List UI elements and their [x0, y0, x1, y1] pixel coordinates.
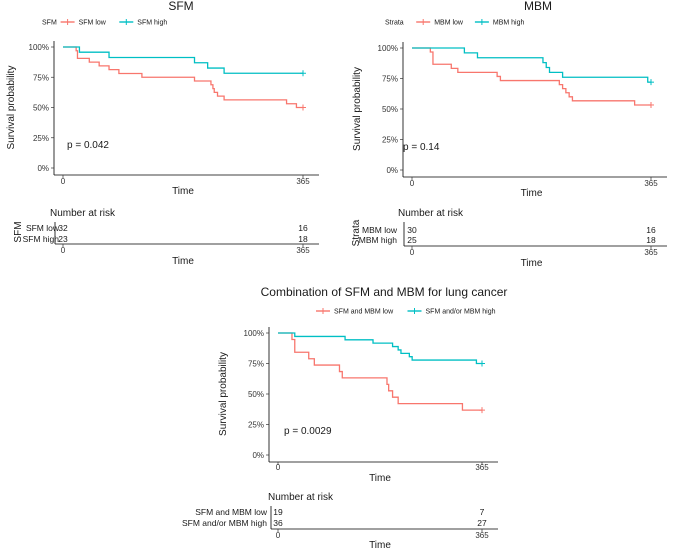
combo-risk-value-1-0: 36	[273, 518, 283, 528]
sfm-risk-value-0-0: 32	[58, 223, 68, 233]
sfm-title: SFM	[168, 0, 193, 13]
sfm-risk-x-label: Time	[172, 256, 194, 267]
mbm-risk-title: Number at risk	[398, 208, 464, 219]
combo-curve-1	[278, 332, 482, 365]
mbm-legend-label-1: MBM high	[493, 20, 525, 27]
combo-x-tick-label-1: 365	[475, 463, 489, 472]
combo-risk-row-label-0: SFM and MBM low	[195, 507, 268, 517]
mbm-curve-1	[412, 47, 651, 83]
sfm-legend-label-0: SFM low	[79, 20, 107, 27]
combo-x-tick-label-0: 0	[276, 463, 281, 472]
mbm-y-tick-label-2: 50%	[382, 105, 398, 114]
mbm-y-tick-label-4: 100%	[378, 44, 398, 53]
combo-y-tick-label-0: 0%	[252, 451, 264, 460]
mbm-risk-value-0-1: 16	[646, 225, 656, 235]
combo-y-axis-label: Survival probability	[218, 352, 229, 436]
mbm-y-axis-label: Survival probability	[352, 67, 363, 151]
mbm-risk-row-label-0: MBM low	[362, 225, 398, 235]
mbm-p-value: p = 0.14	[403, 142, 440, 153]
sfm-risk-strata-label: SFM	[13, 221, 24, 242]
sfm-risk-value-1-1: 18	[298, 234, 308, 244]
sfm-risk-x-tick-label-0: 0	[61, 246, 66, 255]
mbm-risk-value-0-0: 30	[407, 225, 417, 235]
sfm-risk-x-tick-label-1: 365	[296, 246, 310, 255]
mbm-legend-label-0: MBM low	[434, 20, 464, 27]
combo-risk-x-label: Time	[369, 540, 391, 550]
sfm-y-axis-label: Survival probability	[6, 66, 17, 150]
mbm-risk-row-label-1: MBM high	[359, 235, 398, 245]
mbm-y-tick-label-1: 25%	[382, 136, 398, 145]
combo-y-tick-label-2: 50%	[248, 390, 264, 399]
sfm-p-value: p = 0.042	[67, 140, 109, 151]
combo-legend-label-0: SFM and MBM low	[334, 309, 394, 316]
mbm-x-tick-label-1: 365	[644, 179, 658, 188]
sfm-risk-row-label-1: SFM high	[23, 234, 60, 244]
sfm-curve-1	[63, 46, 303, 74]
combo-risk-row-label-1: SFM and/or MBM high	[182, 518, 267, 528]
sfm-x-tick-label-1: 365	[296, 177, 310, 186]
mbm-risk-x-label: Time	[521, 258, 543, 269]
sfm-risk-value-0-1: 16	[298, 223, 308, 233]
sfm-legend-label-1: SFM high	[137, 20, 167, 27]
mbm-curve-0	[412, 47, 651, 106]
combo-risk-value-1-1: 27	[477, 518, 487, 528]
mbm-title: MBM	[524, 0, 552, 13]
mbm-legend-title: Strata	[385, 20, 404, 27]
mbm-risk-strata-label: Strata	[351, 219, 362, 246]
mbm-risk-value-1-1: 18	[646, 235, 656, 245]
sfm-y-tick-label-4: 100%	[29, 43, 49, 52]
combo-p-value: p = 0.0029	[284, 426, 332, 437]
combo-risk-title: Number at risk	[268, 492, 334, 503]
mbm-x-axis-label: Time	[521, 188, 543, 199]
combo-y-tick-label-1: 25%	[248, 421, 264, 430]
sfm-y-tick-label-1: 25%	[33, 134, 49, 143]
combo-y-tick-label-3: 75%	[248, 360, 264, 369]
mbm-risk-value-1-0: 25	[407, 235, 417, 245]
sfm-curve-0	[63, 46, 303, 109]
combo-curve-0	[278, 332, 482, 411]
sfm-y-tick-label-3: 75%	[33, 73, 49, 82]
sfm-risk-row-label-0: SFM low	[26, 223, 60, 233]
sfm-x-axis-label: Time	[172, 186, 194, 197]
combo-legend-label-1: SFM and/or MBM high	[426, 309, 496, 316]
combo-y-tick-label-4: 100%	[244, 329, 264, 338]
combo-risk-value-0-0: 19	[273, 507, 283, 517]
sfm-y-tick-label-2: 50%	[33, 104, 49, 113]
combo-title: Combination of SFM and MBM for lung canc…	[261, 285, 508, 299]
mbm-risk-x-tick-label-0: 0	[410, 248, 415, 257]
mbm-y-tick-label-0: 0%	[386, 166, 398, 175]
combo-x-axis-label: Time	[369, 473, 391, 484]
sfm-risk-title: Number at risk	[50, 208, 116, 219]
sfm-risk-value-1-0: 23	[58, 234, 68, 244]
combo-risk-x-tick-label-0: 0	[276, 531, 281, 540]
sfm-legend-title: SFM	[42, 20, 57, 27]
combo-risk-value-0-1: 7	[480, 507, 485, 517]
combo-risk-x-tick-label-1: 365	[475, 531, 489, 540]
sfm-x-tick-label-0: 0	[61, 177, 66, 186]
mbm-risk-x-tick-label-1: 365	[644, 248, 658, 257]
sfm-y-tick-label-0: 0%	[37, 164, 49, 173]
mbm-y-tick-label-3: 75%	[382, 75, 398, 84]
mbm-x-tick-label-0: 0	[410, 179, 415, 188]
